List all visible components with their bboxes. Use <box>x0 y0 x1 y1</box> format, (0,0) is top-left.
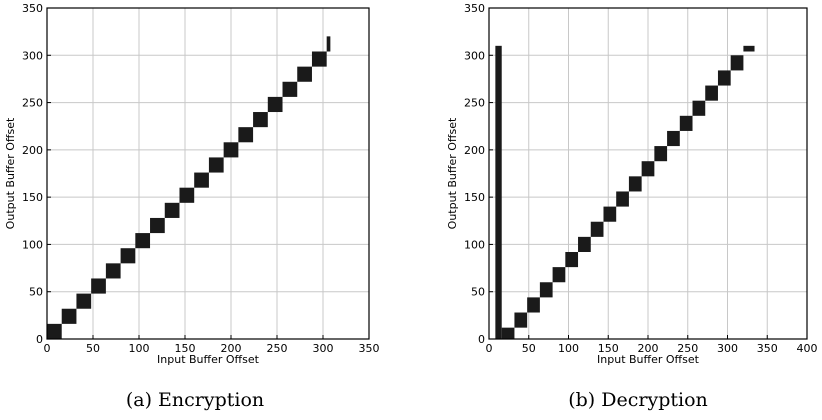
data-block-5 <box>552 267 566 283</box>
x-tick-label: 150 <box>175 342 196 355</box>
x-tick-label: 100 <box>558 342 579 355</box>
y-tick-label: 0 <box>36 333 43 346</box>
x-tick-label: 300 <box>313 342 334 355</box>
data-block-18 <box>717 70 731 86</box>
data-block-10 <box>194 172 209 188</box>
data-block-2 <box>514 312 528 328</box>
data-block-19 <box>730 55 744 71</box>
data-block-3 <box>91 278 106 294</box>
data-block-12 <box>223 142 239 158</box>
data-block-7 <box>150 217 165 234</box>
data-block-10 <box>616 191 629 207</box>
data-block-13 <box>654 146 668 162</box>
x-tick-label: 300 <box>717 342 738 355</box>
y-tick-label: 300 <box>22 49 43 62</box>
x-axis-title: Input Buffer Offset <box>157 353 260 366</box>
x-tick-label: 400 <box>797 342 818 355</box>
data-block-12 <box>641 161 655 177</box>
x-tick-label: 350 <box>359 342 380 355</box>
y-tick-label: 150 <box>22 191 43 204</box>
chart-panel-encryption: 0 50 100 150 200 250 300 350 0 50 100 150 200 250 300 3… <box>4 2 380 411</box>
y-axis-title: Output Buffer Offset <box>446 117 459 229</box>
y-tick-label: 200 <box>464 144 485 157</box>
data-block-3 <box>527 297 540 313</box>
x-tick-label: 0 <box>486 342 493 355</box>
x-tick-label: 250 <box>677 342 698 355</box>
y-tick-label: 200 <box>22 144 43 157</box>
data-block-18 <box>311 51 327 67</box>
y-tick-label: 50 <box>29 286 43 299</box>
data-block-20 <box>743 45 755 52</box>
data-block-6 <box>565 251 579 268</box>
data-block-1 <box>501 327 515 339</box>
chart-caption: (b) Decryption <box>568 389 708 411</box>
x-tick-label: 0 <box>44 342 51 355</box>
data-block-11 <box>208 157 224 173</box>
y-tick-label: 100 <box>464 238 485 251</box>
data-block-4 <box>539 282 553 298</box>
y-tick-label: 250 <box>464 97 485 110</box>
x-tick-label: 250 <box>267 342 288 355</box>
data-block-15 <box>267 96 283 113</box>
data-block-17 <box>297 66 312 82</box>
data-block-4 <box>105 263 121 279</box>
data-block-14 <box>667 130 680 147</box>
data-block-6 <box>135 233 151 249</box>
chart-caption: (a) Encryption <box>126 389 264 411</box>
data-block-11 <box>628 176 642 192</box>
data-block-19 <box>326 36 331 52</box>
y-tick-label: 300 <box>464 49 485 62</box>
data-block-9 <box>603 206 617 222</box>
y-tick-label: 100 <box>22 238 43 251</box>
x-tick-label: 350 <box>757 342 778 355</box>
data-block-8 <box>164 202 180 218</box>
chart-panel-decryption: 0 50 100 150 200 250 300 350 400 0 50 100 150 200 250 3… <box>446 2 818 411</box>
x-tick-label: 100 <box>129 342 150 355</box>
data-block-8 <box>590 221 604 237</box>
data-block-13 <box>238 127 254 143</box>
data-block-0 <box>495 45 502 339</box>
y-tick-label: 350 <box>464 2 485 15</box>
plot-frame <box>46 7 370 340</box>
y-tick-label: 50 <box>471 286 485 299</box>
x-tick-label: 50 <box>86 342 100 355</box>
x-axis-title: Input Buffer Offset <box>597 353 700 366</box>
data-block-7 <box>578 236 591 252</box>
data-block-14 <box>253 112 268 128</box>
x-tick-label: 200 <box>638 342 659 355</box>
data-block-1 <box>61 308 77 324</box>
y-tick-label: 150 <box>464 191 485 204</box>
data-block-16 <box>692 100 706 116</box>
data-block-15 <box>679 115 693 131</box>
data-block-2 <box>76 293 92 309</box>
y-axis-title: Output Buffer Offset <box>4 117 17 229</box>
data-block-0 <box>47 323 62 339</box>
y-tick-label: 350 <box>22 2 43 15</box>
y-tick-label: 0 <box>478 333 485 346</box>
data-block-5 <box>120 248 136 264</box>
y-tick-label: 250 <box>22 97 43 110</box>
data-block-9 <box>179 187 195 203</box>
data-block-17 <box>705 85 718 101</box>
x-tick-label: 150 <box>598 342 619 355</box>
x-tick-label: 200 <box>221 342 242 355</box>
x-tick-label: 50 <box>522 342 536 355</box>
data-block-16 <box>282 81 298 97</box>
